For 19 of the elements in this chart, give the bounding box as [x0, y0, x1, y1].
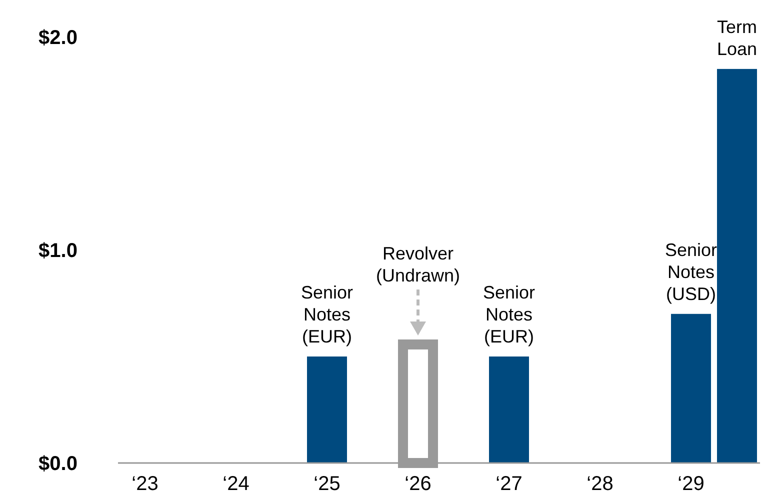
y-tick-label: $0.0: [38, 453, 78, 475]
x-tick-label: ‘24: [222, 473, 250, 495]
annotation: Senior Notes (EUR): [300, 282, 354, 346]
annotation: Senior Notes (USD): [664, 240, 718, 304]
bar: [717, 68, 757, 463]
x-tick-label: ‘26: [404, 473, 432, 495]
annotation: Revolver (Undrawn): [376, 243, 460, 286]
x-tick-label: ‘28: [586, 473, 614, 495]
x-tick-label: ‘27: [496, 473, 522, 495]
bar: [489, 356, 529, 463]
y-tick-label: $2.0: [38, 27, 78, 49]
y-tick-label: $1.0: [38, 240, 78, 262]
annotation: Senior Notes (EUR): [482, 282, 536, 346]
bar: [671, 314, 711, 463]
x-tick-label: ‘25: [314, 473, 340, 495]
bar: [307, 356, 347, 463]
x-tick-label: ‘29: [678, 473, 704, 495]
x-tick-label: ‘23: [132, 473, 158, 495]
annotation: Term Loan: [716, 16, 758, 59]
